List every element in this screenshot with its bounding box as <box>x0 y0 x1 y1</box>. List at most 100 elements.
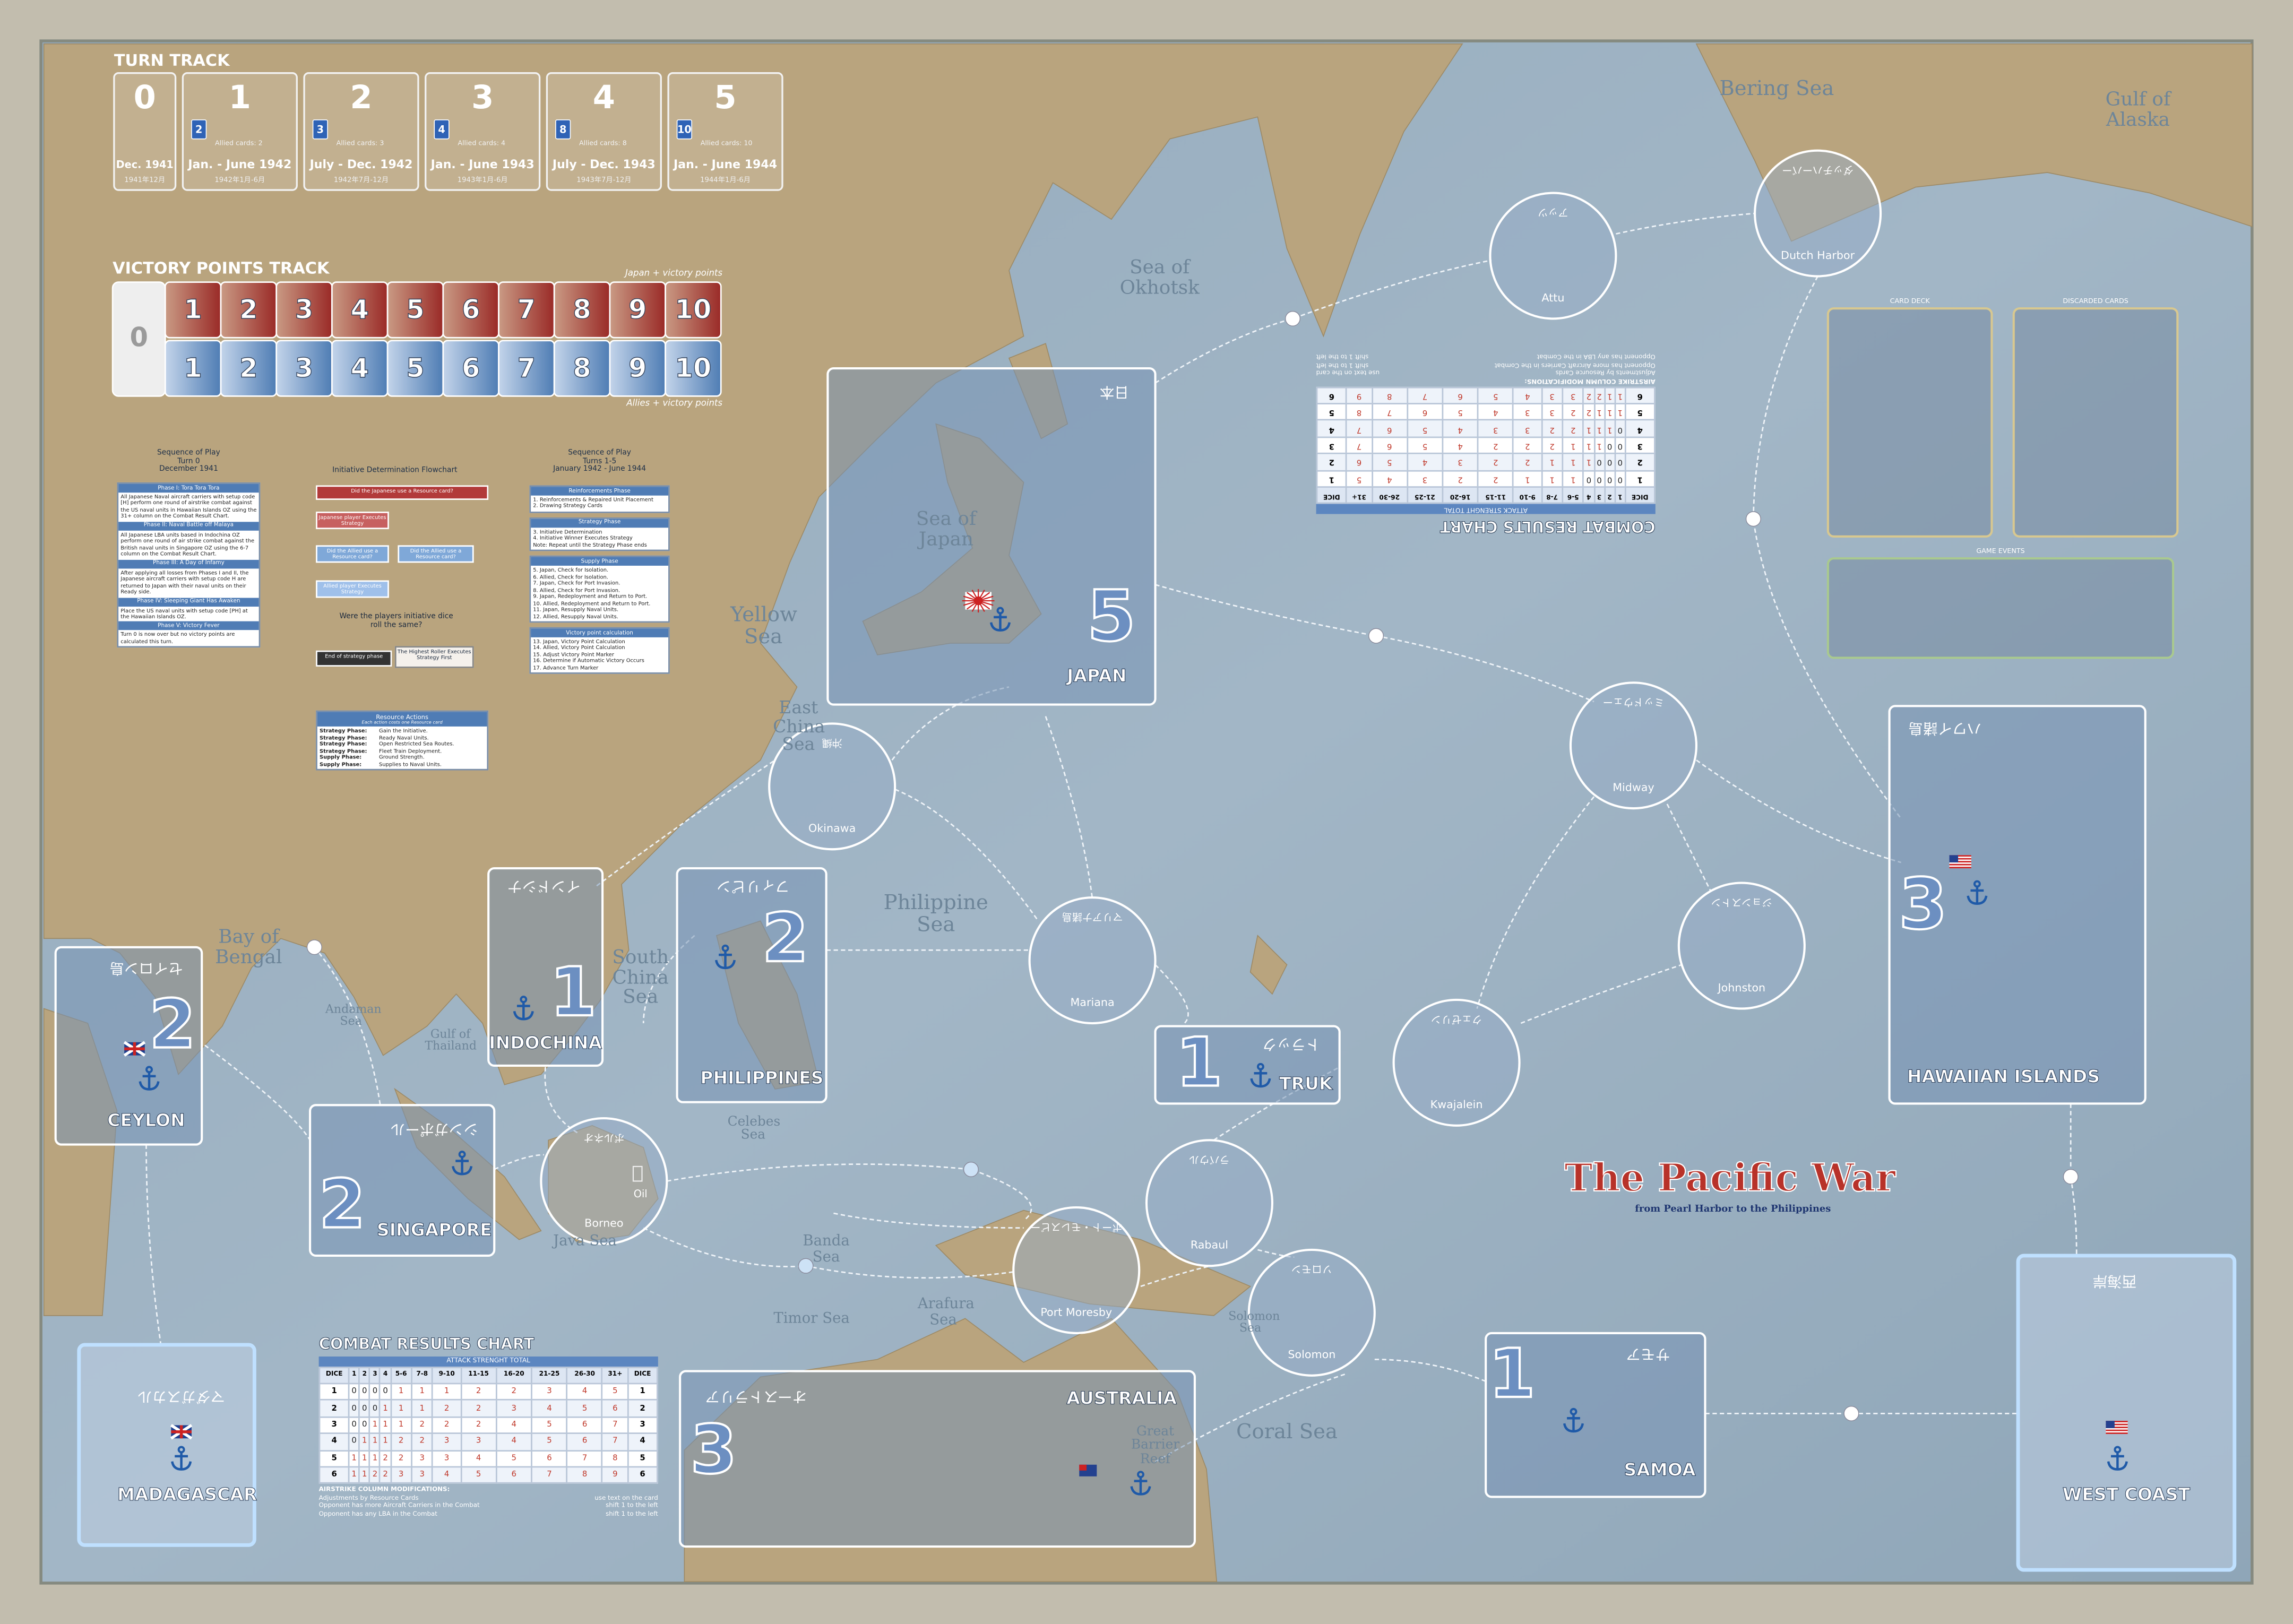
flowchart-title: Initiative Determination Flowchart <box>332 466 458 476</box>
flowchart-box: Did the Allied use a Resource card? <box>316 545 389 563</box>
modifications: AIRSTRIKE COLUMN MODIFICATIONS: Adjustmen… <box>1316 351 1656 384</box>
result-value: 1 <box>379 1416 392 1435</box>
card-count: 8 <box>559 124 566 136</box>
modification-row: Opponent has any LBA in the Combat shift … <box>319 1511 658 1519</box>
route-node <box>1745 511 1761 527</box>
turn-number: 2 <box>350 79 372 116</box>
turn-number: 5 <box>714 79 736 116</box>
sea-label: Timor Sea <box>773 1311 850 1327</box>
phase-item: 5. Japan, Check for Isolation. <box>533 567 609 574</box>
dice-value: 4 <box>1316 420 1347 437</box>
area-box <box>676 867 827 1103</box>
card-icon <box>555 119 571 140</box>
sequence-heading-line: January 1942 - June 1944 <box>553 464 646 474</box>
modification-condition: Opponent has more Aircraft Carriers in t… <box>1494 359 1656 367</box>
flag-stripe <box>1949 867 1971 869</box>
combat-chart-header: ATTACK STRENGHT TOTAL <box>1316 504 1656 514</box>
phase-heading: Phase I: Tora Tora Tora <box>118 483 259 493</box>
route-node <box>2063 1169 2079 1185</box>
sequence-heading-line: Sequence of Play <box>157 448 220 458</box>
combat-chart-title: COMBAT RESULTS CHART <box>318 1336 535 1354</box>
area-box <box>1485 1332 1706 1498</box>
base-name: Mariana <box>1070 996 1114 1008</box>
base-circle <box>768 722 896 851</box>
flowchart-box: Allied player Executes Strategy <box>316 580 389 598</box>
base-name-jp: ダッチハーバー <box>1782 164 1854 176</box>
base-name-jp: アッツ <box>1538 206 1568 219</box>
resource-row: Strategy Phase: Ready Naval Units. <box>320 735 485 741</box>
result-value: 2 <box>1541 437 1563 454</box>
area-name: INDOCHINA <box>489 1032 602 1053</box>
result-value: 0 <box>1615 437 1626 454</box>
area-box <box>2016 1254 2237 1572</box>
turn-box <box>182 72 298 191</box>
phase-heading: Supply Phase <box>531 557 669 566</box>
result-value: 0 <box>1583 470 1594 487</box>
column-header: 16-20 <box>495 1366 532 1385</box>
phase-item: 10. Allied, Redeployment and Return to P… <box>533 600 651 606</box>
result-value: 1 <box>379 1432 392 1451</box>
resource-row: Supply Phase: Ground Strength. <box>320 755 485 761</box>
dice-value: 2 <box>1625 453 1655 471</box>
vp-value: 3 <box>295 352 314 383</box>
vp-value: 4 <box>351 294 369 325</box>
result-value: 2 <box>1583 403 1594 421</box>
result-value: 1 <box>411 1399 434 1418</box>
column-header: 4 <box>1583 487 1594 504</box>
route <box>494 1154 544 1170</box>
column-header: 2 <box>1604 487 1615 504</box>
resource-heading: Resource Actions Each action costs one Re… <box>317 712 487 727</box>
phase-item: 9. Japan, Redeployment and Return to Por… <box>533 593 648 600</box>
column-header: 3 <box>369 1366 381 1385</box>
resource-action: Gain the Initiative. <box>379 728 428 735</box>
result-value: 0 <box>1604 453 1615 471</box>
result-value: 1 <box>348 1466 360 1484</box>
phase-text: All Japanese LBA units based in Indochin… <box>120 531 255 558</box>
result-value: 2 <box>369 1466 381 1484</box>
phase-item: 16. Determine if Automatic Victory Occur… <box>533 658 644 664</box>
result-value: 4 <box>495 1416 532 1435</box>
base-name: Kwajalein <box>1430 1098 1483 1111</box>
route <box>833 1212 1024 1229</box>
result-value: 2 <box>460 1416 497 1435</box>
result-value: 9 <box>1346 387 1372 404</box>
area-name-jp: インドシナ <box>507 878 581 895</box>
resource-action: Supplies to Naval Units. <box>379 761 442 767</box>
uk-flag <box>170 1424 193 1440</box>
oil-derrick <box>632 1165 643 1182</box>
result-value: 2 <box>1513 437 1542 454</box>
card-slot-label: DISCARDED CARDS <box>2063 297 2128 305</box>
route <box>1520 964 1682 1024</box>
vp-value: 7 <box>518 294 536 325</box>
base-name: Borneo <box>584 1216 623 1229</box>
result-value: 4 <box>1513 387 1542 404</box>
resource-phase: Strategy Phase: <box>319 741 367 747</box>
result-value: 3 <box>495 1399 532 1418</box>
sea-label: Andaman Sea <box>325 1003 382 1029</box>
area-points: 2 <box>149 985 196 1064</box>
phase-item: 7. Japan, Check for Port Invasion. <box>533 580 620 586</box>
route <box>314 946 381 1105</box>
game-title: The Pacific War <box>1564 1155 1896 1200</box>
sea-label: Yellow Sea <box>730 603 798 649</box>
result-value: 6 <box>1442 387 1478 404</box>
result-value: 2 <box>460 1399 497 1418</box>
phase-item: 17. Advance Turn Marker <box>533 664 599 671</box>
sea-label: Philippine Sea <box>883 892 988 937</box>
modification-condition: Opponent has any LBA in the Combat <box>318 1511 437 1519</box>
resource-action: Open Restricted Sea Routes. <box>379 741 454 747</box>
column-header: 9-10 <box>432 1366 462 1385</box>
area-name-jp: トラック <box>1262 1036 1321 1053</box>
result-value: 2 <box>1478 470 1514 487</box>
area-points: 3 <box>690 1410 737 1489</box>
flag-stripe <box>1949 863 1971 866</box>
area-name: WEST COAST <box>2063 1484 2191 1505</box>
result-value: 2 <box>432 1399 462 1418</box>
result-value: 5 <box>531 1432 568 1451</box>
modification-effect: use text on the card <box>1316 368 1380 376</box>
base-name: Okinawa <box>808 822 856 835</box>
resource-phase: Supply Phase: <box>319 754 362 761</box>
base-name-jp: ポート・モレスビー <box>1030 1221 1122 1233</box>
